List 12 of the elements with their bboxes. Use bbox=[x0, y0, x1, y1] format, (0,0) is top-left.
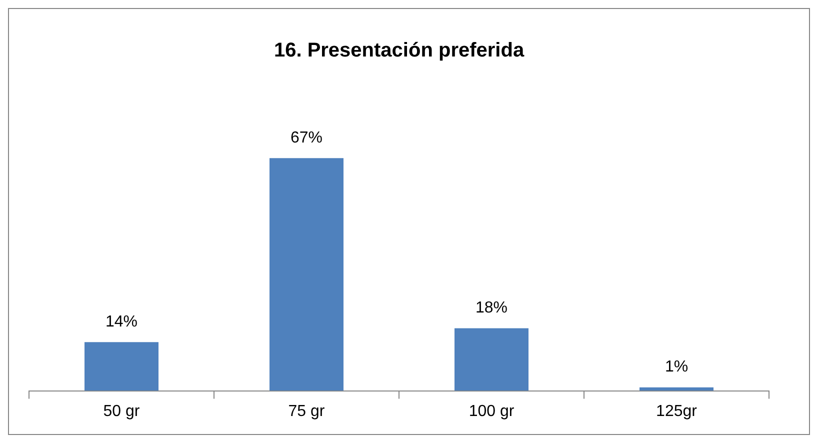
data-label: 1% bbox=[664, 358, 688, 376]
data-label: 18% bbox=[475, 300, 508, 317]
x-tick-label: 125gr bbox=[656, 402, 698, 420]
bar bbox=[270, 158, 344, 391]
data-label: 67% bbox=[290, 130, 323, 147]
chart-title: 16. Presentación preferida bbox=[274, 40, 525, 62]
x-tick-label: 100 gr bbox=[468, 402, 515, 420]
x-tick-label: 50 gr bbox=[103, 402, 140, 420]
data-label: 14% bbox=[105, 314, 138, 331]
x-tick-label: 75 gr bbox=[288, 402, 326, 420]
bar bbox=[84, 342, 158, 391]
bar bbox=[454, 328, 528, 391]
